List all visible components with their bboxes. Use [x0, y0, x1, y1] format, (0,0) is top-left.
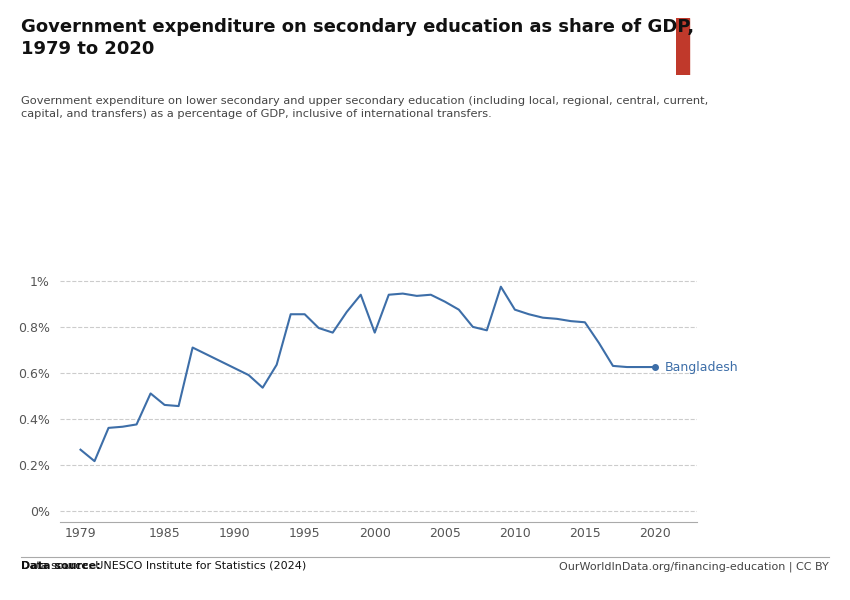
- Bar: [676, 18, 689, 75]
- Text: Government expenditure on lower secondary and upper secondary education (includi: Government expenditure on lower secondar…: [21, 96, 709, 119]
- Text: Data source: UNESCO Institute for Statistics (2024): Data source: UNESCO Institute for Statis…: [21, 561, 307, 571]
- Text: in Data: in Data: [736, 54, 779, 64]
- Text: Our World: Our World: [728, 32, 787, 42]
- Text: Bangladesh: Bangladesh: [665, 361, 739, 374]
- Text: Data source:: Data source:: [21, 561, 101, 571]
- Text: Government expenditure on secondary education as share of GDP,
1979 to 2020: Government expenditure on secondary educ…: [21, 18, 694, 58]
- Text: OurWorldInData.org/financing-education | CC BY: OurWorldInData.org/financing-education |…: [559, 561, 829, 571]
